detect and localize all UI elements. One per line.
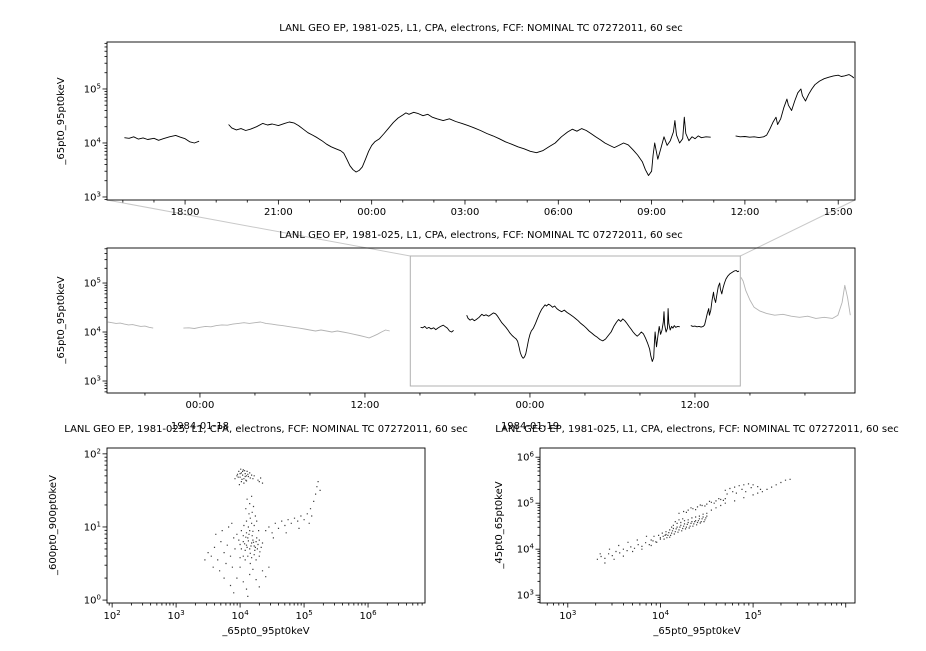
log-tick-exponent: 4 <box>244 609 249 617</box>
date-label: 1984-01-19 <box>501 421 559 432</box>
time-tick-label: 18:00 <box>171 207 200 218</box>
log-tick-label: 105 <box>517 497 534 510</box>
zoomed-series <box>690 270 740 328</box>
log-tick-exponent: 2 <box>116 609 120 617</box>
log-tick-label: 103 <box>84 190 101 203</box>
log-tick-exponent: 1 <box>97 520 101 528</box>
log-tick-exponent: 6 <box>530 451 535 459</box>
context-series <box>183 321 390 339</box>
plot-frame <box>539 447 856 604</box>
log-tick-exponent: 5 <box>757 609 761 617</box>
panel-top-title: LANL GEO EP, 1981-025, L1, CPA, electron… <box>279 23 682 34</box>
log-tick-exponent: 4 <box>97 326 102 334</box>
time-tick-label: 21:00 <box>264 207 293 218</box>
log-tick-exponent: 0 <box>97 594 101 602</box>
log-tick-exponent: 6 <box>372 609 377 617</box>
log-tick-label: 103 <box>559 609 576 622</box>
log-tick-label: 104 <box>517 543 535 556</box>
context-series <box>107 321 154 329</box>
time-tick-label: 09:00 <box>637 207 666 218</box>
log-tick-label: 102 <box>84 447 101 460</box>
log-tick-exponent: 4 <box>530 543 535 551</box>
time-tick-label: 06:00 <box>544 207 573 218</box>
time-tick-label: 00:00 <box>357 207 386 218</box>
panel-middle-plot: 00:00 12:00 00:00 12:00 103 104 105 1984-01-18 1… <box>84 247 856 432</box>
log-tick-label: 103 <box>517 589 534 602</box>
log-tick-label: 106 <box>517 451 535 464</box>
flux-series <box>124 134 200 144</box>
panel-top-timeseries: LANL GEO EP, 1981-025, L1, CPA, electron… <box>56 23 856 218</box>
panel-bottom-right-plot: 103 104 105 103 104 105 106 <box>517 447 856 622</box>
log-tick-label: 105 <box>744 609 761 622</box>
time-tick-label: 15:00 <box>824 207 853 218</box>
log-tick-label: 106 <box>359 609 377 622</box>
log-tick-exponent: 5 <box>97 277 101 285</box>
zoomed-series <box>466 303 680 362</box>
panel-bottom-left-xlabel: _65pt0_95pt0keV <box>221 626 309 637</box>
panel-bottom-right-scatter: LANL GEO EP, 1981-025, L1, CPA, electron… <box>494 424 899 637</box>
log-tick-exponent: 5 <box>97 82 101 90</box>
panel-bottom-right-xlabel: _65pt0_95pt0keV <box>652 626 740 637</box>
panel-bottom-left-title: LANL GEO EP, 1981-025, L1, CPA, electron… <box>64 424 467 435</box>
zoom-connector-right <box>740 199 856 257</box>
scatter-points <box>204 468 321 597</box>
plot-frame <box>106 247 856 394</box>
zoom-window-box <box>409 255 741 387</box>
panel-middle-ylabel: _65pt0_95pt0keV <box>56 276 67 364</box>
panel-top-ylabel: _65pt0_95pt0keV <box>56 77 67 165</box>
log-tick-label: 105 <box>295 609 312 622</box>
context-series <box>740 277 851 319</box>
date-label: 1984-01-18 <box>171 421 229 432</box>
log-tick-exponent: 5 <box>530 497 534 505</box>
panel-top-plot: 18:00 21:00 00:00 03:00 06:00 09:00 12:00 15:00… <box>84 41 856 218</box>
log-tick-label: 104 <box>652 609 670 622</box>
time-tick-label: 12:00 <box>730 207 759 218</box>
time-tick-label: 03:00 <box>451 207 480 218</box>
log-tick-label: 104 <box>84 136 102 149</box>
zoom-connector-left <box>106 199 411 257</box>
panel-middle-title: LANL GEO EP, 1981-025, L1, CPA, electron… <box>279 230 682 241</box>
log-tick-exponent: 5 <box>308 609 312 617</box>
log-tick-label: 104 <box>84 326 102 339</box>
time-tick-label: 12:00 <box>351 400 380 411</box>
plot-frame <box>106 447 426 604</box>
panel-bottom-left-scatter: LANL GEO EP, 1981-025, L1, CPA, electron… <box>48 424 468 637</box>
log-tick-label: 101 <box>84 520 101 533</box>
log-tick-label: 103 <box>168 609 185 622</box>
log-tick-exponent: 2 <box>97 447 101 455</box>
panel-bottom-right-title: LANL GEO EP, 1981-025, L1, CPA, electron… <box>495 424 898 435</box>
log-tick-label: 105 <box>84 82 101 95</box>
log-tick-label: 102 <box>104 609 121 622</box>
log-tick-label: 104 <box>231 609 249 622</box>
log-tick-exponent: 3 <box>180 609 184 617</box>
zoom-connector-lines <box>106 199 856 257</box>
log-tick-exponent: 3 <box>97 374 101 382</box>
flux-series <box>228 111 711 176</box>
scatter-points <box>596 478 791 564</box>
log-tick-exponent: 4 <box>665 609 670 617</box>
log-tick-label: 103 <box>84 374 101 387</box>
log-tick-exponent: 3 <box>530 589 534 597</box>
log-tick-exponent: 3 <box>97 190 101 198</box>
time-tick-label: 00:00 <box>186 400 215 411</box>
zoomed-series <box>420 324 454 333</box>
log-tick-exponent: 4 <box>97 136 102 144</box>
panel-bottom-left-ylabel: _600pt0_900pt0keV <box>48 475 59 576</box>
panel-middle-context: LANL GEO EP, 1981-025, L1, CPA, electron… <box>56 230 856 432</box>
time-tick-label: 00:00 <box>516 400 545 411</box>
time-tick-label: 12:00 <box>681 400 710 411</box>
log-tick-exponent: 3 <box>572 609 576 617</box>
plot-frame <box>106 41 856 201</box>
log-tick-label: 100 <box>84 594 101 607</box>
panel-bottom-right-ylabel: _45pt0_65pt0keV <box>494 481 505 569</box>
flux-series <box>735 74 855 139</box>
log-tick-label: 105 <box>84 277 101 290</box>
